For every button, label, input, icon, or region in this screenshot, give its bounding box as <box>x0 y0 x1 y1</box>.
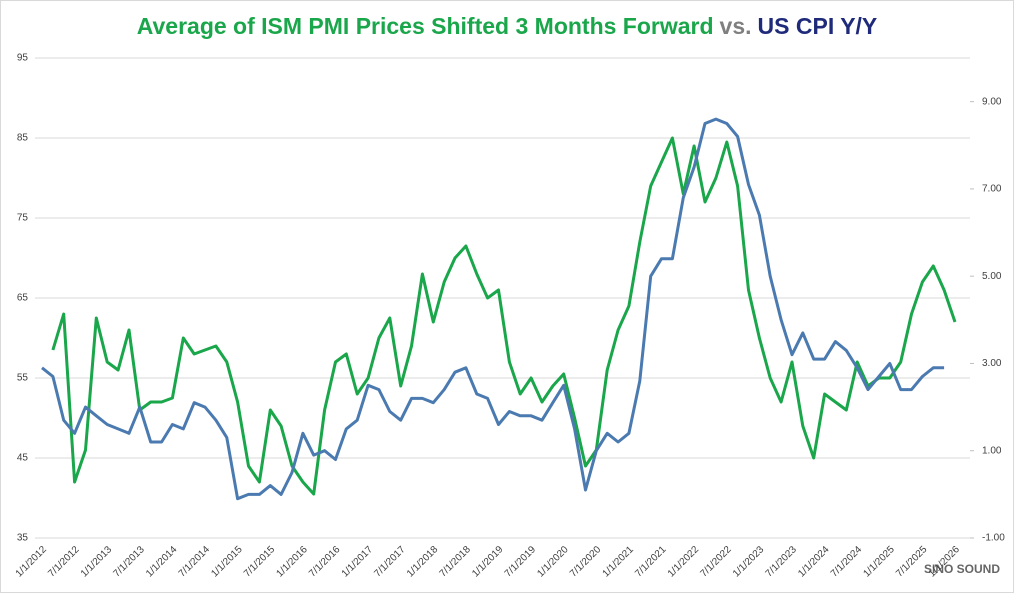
y2-tick-label: 1.00 <box>982 445 1002 456</box>
title-part: vs. <box>720 13 752 39</box>
title-part: Average of ISM PMI Prices Shifted 3 Mont… <box>137 13 714 39</box>
y2-tick-label: -1.00 <box>982 533 1005 544</box>
y2-tick-label: 7.00 <box>982 184 1002 195</box>
y2-tick-label: 5.00 <box>982 271 1002 282</box>
line-series <box>51 136 957 496</box>
y-tick-label: 45 <box>17 453 29 464</box>
y2-tick-label: 9.00 <box>982 96 1002 107</box>
y-tick-label: 55 <box>17 373 29 384</box>
y-tick-label: 95 <box>17 53 29 64</box>
y2-tick-label: 3.00 <box>982 358 1002 369</box>
y-tick-label: 75 <box>17 213 29 224</box>
title-part: US CPI Y/Y <box>758 13 878 39</box>
y-tick-label: 35 <box>17 533 29 544</box>
line-series <box>41 117 945 501</box>
chart-title: Average of ISM PMI Prices Shifted 3 Mont… <box>137 13 878 39</box>
y-tick-label: 65 <box>17 293 29 304</box>
watermark: SINO SOUND <box>924 562 1000 576</box>
y-tick-label: 85 <box>17 133 29 144</box>
